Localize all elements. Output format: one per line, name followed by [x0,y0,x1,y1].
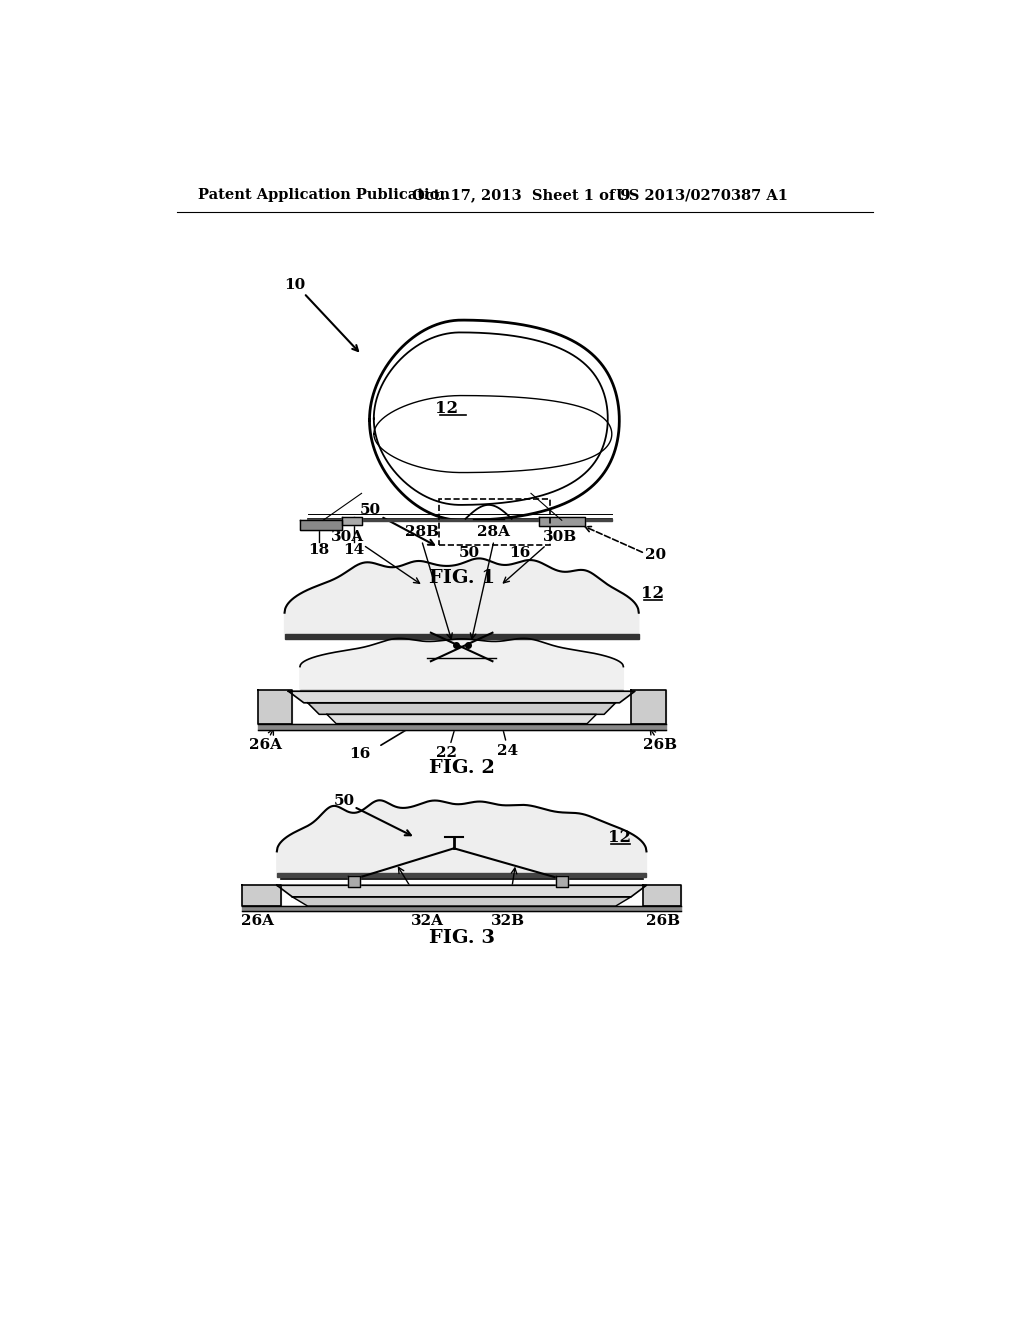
Text: Oct. 17, 2013  Sheet 1 of 9: Oct. 17, 2013 Sheet 1 of 9 [412,189,630,202]
Polygon shape [276,873,646,876]
Polygon shape [307,519,611,521]
Text: 12: 12 [435,400,458,417]
Polygon shape [643,886,681,906]
Text: 28B: 28B [404,525,438,539]
Text: 12: 12 [608,829,631,846]
Text: 26A: 26A [241,915,274,928]
Text: 26B: 26B [646,915,681,928]
Text: FIG. 2: FIG. 2 [429,759,495,777]
Text: 30A: 30A [331,531,365,544]
Text: 18: 18 [308,543,330,557]
Bar [438,499,550,545]
Polygon shape [631,689,666,723]
Text: FIG. 3: FIG. 3 [429,929,495,948]
Text: US 2013/0270387 A1: US 2013/0270387 A1 [615,189,787,202]
Text: 26B: 26B [643,738,678,752]
Polygon shape [348,876,360,887]
Polygon shape [307,702,615,714]
Text: 12: 12 [641,585,665,602]
Text: 10: 10 [284,279,305,293]
Text: Patent Application Publication: Patent Application Publication [199,189,451,202]
Polygon shape [300,520,342,531]
Polygon shape [243,886,281,906]
Text: 20: 20 [645,548,667,562]
Polygon shape [285,558,639,635]
Text: 50: 50 [360,503,381,517]
Text: 32A: 32A [411,915,443,928]
Text: 26A: 26A [249,738,282,752]
Polygon shape [276,886,646,896]
Polygon shape [300,689,624,694]
Polygon shape [289,692,635,702]
Polygon shape [539,517,585,527]
Text: 50: 50 [459,546,480,561]
Text: 22: 22 [436,746,457,760]
Text: 24: 24 [498,743,518,758]
Polygon shape [285,635,639,639]
Polygon shape [276,800,646,873]
Text: 16: 16 [509,546,530,561]
Polygon shape [556,876,568,887]
Polygon shape [258,689,292,723]
Polygon shape [243,906,681,911]
Text: FIG. 1: FIG. 1 [429,569,495,587]
Text: 28A: 28A [477,525,511,539]
Text: 30B: 30B [543,531,578,544]
Polygon shape [300,639,624,689]
Text: 16: 16 [349,747,371,762]
Text: 14: 14 [343,543,365,557]
Text: 50: 50 [333,793,354,808]
Polygon shape [342,517,361,525]
Polygon shape [327,714,596,723]
Polygon shape [292,896,631,906]
Polygon shape [258,723,666,730]
Text: 32B: 32B [490,915,525,928]
